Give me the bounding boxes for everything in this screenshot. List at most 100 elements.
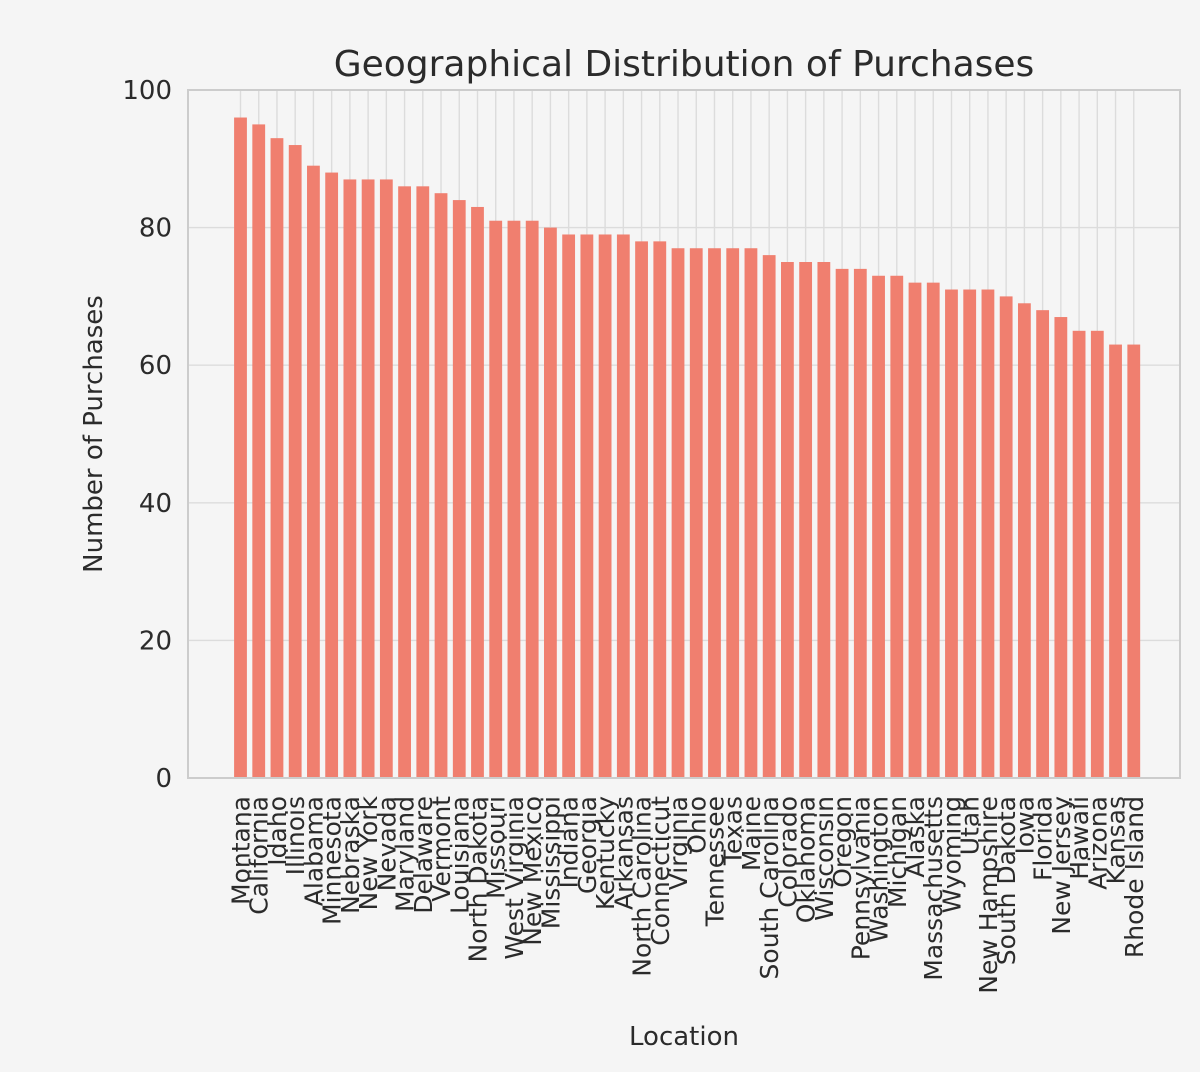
bar xyxy=(872,275,885,778)
bar xyxy=(434,193,448,778)
x-tick-label: Indiana xyxy=(555,796,584,889)
bar xyxy=(398,186,411,778)
x-tick-label: Mississippi xyxy=(536,796,565,929)
x-tick-label: Utah xyxy=(956,796,985,855)
bars xyxy=(234,117,1141,779)
bar xyxy=(1054,317,1068,778)
bar xyxy=(234,117,247,778)
bar xyxy=(471,206,484,778)
bar xyxy=(416,186,430,778)
bar xyxy=(708,248,721,779)
x-tick-label: Maine xyxy=(737,796,766,871)
bar xyxy=(580,234,594,779)
x-tick-label: Delaware xyxy=(409,796,438,914)
bar xyxy=(288,145,302,779)
bar xyxy=(799,262,813,778)
bar xyxy=(853,268,867,778)
x-tick-label: New York xyxy=(354,795,383,910)
x-tick-label: Alabama xyxy=(299,796,328,906)
bar xyxy=(981,289,995,778)
y-axis-ticks: 0 20 40 60 80 100 xyxy=(122,76,172,794)
x-tick-label: Nevada xyxy=(372,796,401,891)
y-axis-label: Number of Purchases xyxy=(79,295,109,573)
bar xyxy=(489,220,503,779)
bar xyxy=(781,262,794,778)
x-tick-label: Florida xyxy=(1029,796,1058,881)
bar xyxy=(1127,344,1141,778)
bar xyxy=(890,275,904,778)
x-tick-label: Hawaii xyxy=(1065,796,1094,880)
chart-title: Geographical Distribution of Purchases xyxy=(334,44,1035,85)
y-tick-label: 0 xyxy=(155,764,172,794)
bar xyxy=(562,234,576,779)
bar xyxy=(945,289,958,778)
x-tick-label: West Virginia xyxy=(500,796,529,960)
bar xyxy=(361,179,375,778)
bar xyxy=(544,227,557,779)
bar xyxy=(671,248,685,779)
x-tick-label: Idaho xyxy=(263,796,292,866)
bar xyxy=(653,241,667,779)
bar xyxy=(307,165,320,778)
x-tick-label: Texas xyxy=(719,796,748,866)
bar xyxy=(926,282,940,778)
bar xyxy=(726,248,740,779)
bar xyxy=(1036,310,1050,778)
bar xyxy=(270,138,284,778)
bar xyxy=(762,255,776,778)
x-tick-label: Oklahoma xyxy=(792,796,821,923)
x-tick-label: Nebraska xyxy=(336,796,365,914)
plot-frame xyxy=(187,89,1181,779)
y-tick-label: 20 xyxy=(139,626,172,656)
x-tick-label: Virginia xyxy=(664,796,693,890)
x-tick-label: Wyoming xyxy=(937,796,966,913)
bar xyxy=(1090,330,1104,778)
x-tick-label: Alaska xyxy=(901,796,930,878)
x-axis-label: Location xyxy=(629,1022,739,1052)
bar xyxy=(325,172,339,778)
x-tick-label: Rhode Island xyxy=(1120,796,1149,958)
x-axis-ticks: MontanaCaliforniaIdahoIllinoisAlabamaMin… xyxy=(227,795,1149,993)
y-tick-label: 100 xyxy=(122,76,172,106)
x-tick-label: Minnesota xyxy=(318,796,347,925)
x-tick-label: Missouri xyxy=(482,796,511,899)
x-tick-label: Wisconsin xyxy=(810,796,839,921)
x-tick-label: Washington xyxy=(865,796,894,943)
bar xyxy=(379,179,393,778)
x-tick-label: Kentucky xyxy=(591,796,620,910)
bar xyxy=(817,262,831,778)
bar xyxy=(252,124,266,778)
x-tick-label: Georgia xyxy=(573,796,602,894)
x-tick-label: Kansas xyxy=(1102,796,1131,885)
bar xyxy=(343,179,357,778)
x-tick-label: New Jersey xyxy=(1047,796,1076,935)
bar xyxy=(598,234,612,779)
x-tick-label: Arizona xyxy=(1083,796,1112,890)
x-tick-label: Colorado xyxy=(773,796,802,908)
x-tick-label: Iowa xyxy=(1010,796,1039,854)
bar xyxy=(635,241,648,779)
x-tick-label: Michigan xyxy=(883,796,912,908)
x-tick-label: Tennessee xyxy=(700,796,729,927)
x-tick-label: North Dakota xyxy=(463,796,492,962)
y-tick-label: 60 xyxy=(139,351,172,381)
x-tick-label: New Hampshire xyxy=(974,796,1003,994)
x-tick-label: Connecticut xyxy=(646,796,675,946)
y-tick-label: 40 xyxy=(139,489,172,519)
x-tick-label: Pennsylvania xyxy=(846,796,875,960)
x-tick-label: Illinois xyxy=(281,796,310,875)
bar xyxy=(1072,330,1086,778)
x-tick-label: Louisiana xyxy=(445,796,474,914)
x-tick-label: South Carolina xyxy=(755,796,784,979)
bar xyxy=(507,220,521,779)
bar xyxy=(908,282,922,778)
x-tick-label: Oregon xyxy=(828,796,857,888)
x-tick-label: Massachusetts xyxy=(919,796,948,981)
bar xyxy=(525,220,539,779)
bar xyxy=(963,289,977,778)
y-tick-label: 80 xyxy=(139,214,172,244)
bar xyxy=(452,200,466,778)
x-tick-label: Vermont xyxy=(427,796,456,902)
x-tick-label: California xyxy=(245,796,274,915)
x-tick-label: Montana xyxy=(227,796,256,905)
